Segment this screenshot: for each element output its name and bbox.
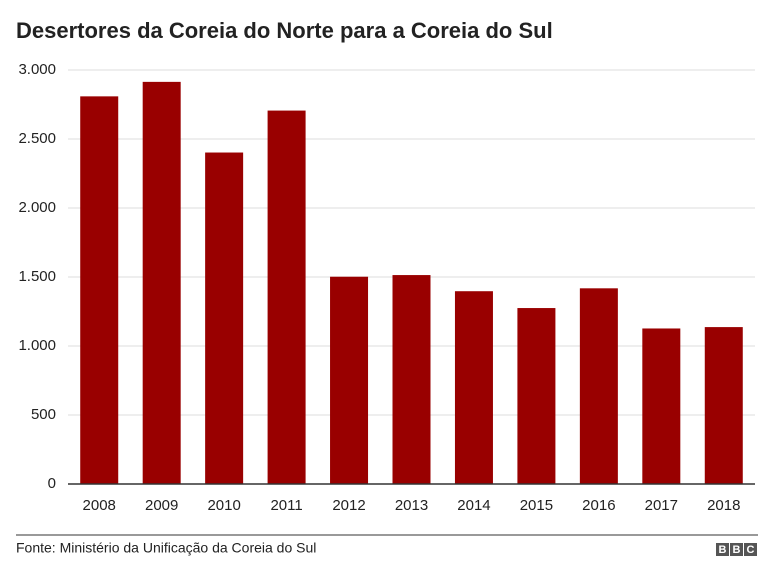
bar <box>642 328 681 484</box>
bar <box>517 308 556 484</box>
x-tick-label: 2011 <box>270 497 302 514</box>
x-tick-label: 2017 <box>645 497 678 514</box>
x-tick-label: 2013 <box>395 497 428 514</box>
y-tick-label: 3.000 <box>18 61 56 78</box>
logo-text: B <box>733 544 741 556</box>
y-tick-label: 1.500 <box>18 268 56 285</box>
bar <box>205 152 244 485</box>
x-tick-label: 2018 <box>707 497 740 514</box>
bbc-logo <box>716 543 757 556</box>
x-tick-label: 2012 <box>332 497 365 514</box>
logo-block <box>744 543 757 556</box>
x-tick-label: 2009 <box>145 497 178 514</box>
y-tick-label: 1.000 <box>18 337 56 354</box>
logo-text: C <box>747 544 755 556</box>
bar <box>80 96 119 484</box>
bar <box>392 275 431 484</box>
x-tick-label: 2014 <box>457 497 490 514</box>
y-tick-label: 500 <box>31 406 56 423</box>
bar <box>142 81 181 485</box>
bar <box>454 291 493 484</box>
x-tick-label: 2015 <box>520 497 553 514</box>
y-tick-label: 2.500 <box>18 130 56 147</box>
bar <box>579 288 618 484</box>
x-tick-label: 2010 <box>207 497 240 514</box>
chart-title: Desertores da Coreia do Norte para a Cor… <box>16 18 553 43</box>
bar <box>267 110 306 485</box>
source: Fonte: Ministério da Unificação da Corei… <box>16 540 316 556</box>
bar <box>704 327 743 484</box>
x-tick-label: 2008 <box>83 497 116 514</box>
y-tick-label: 2.000 <box>18 199 56 216</box>
x-tick-label: 2016 <box>582 497 615 514</box>
y-tick-label: 0 <box>48 475 56 492</box>
logo-block <box>730 543 743 556</box>
logo-block <box>716 543 729 556</box>
logo-text: B <box>719 544 727 556</box>
bar <box>330 276 369 484</box>
